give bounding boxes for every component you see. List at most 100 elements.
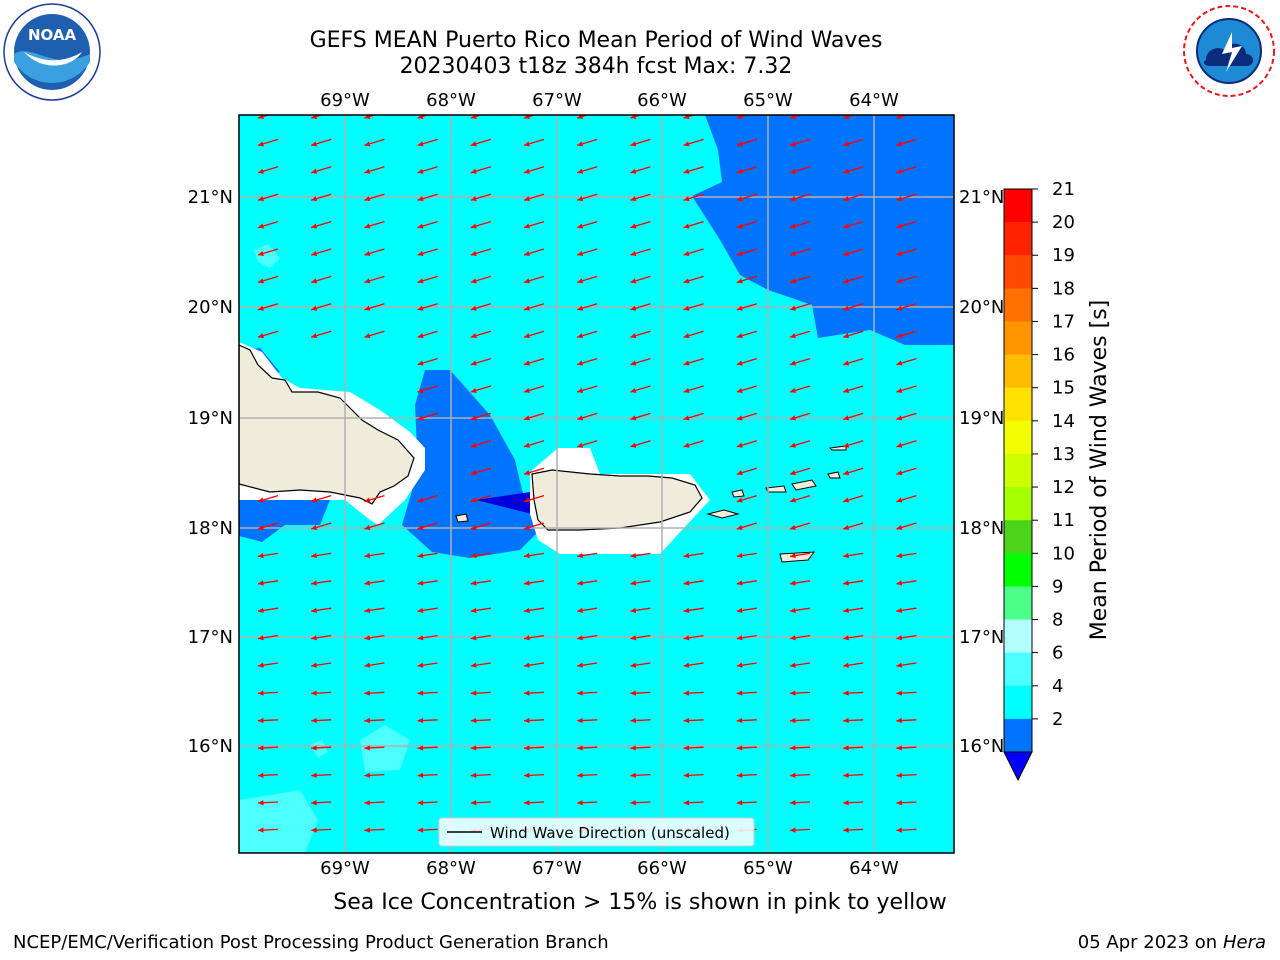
wind-wave-arrowhead bbox=[736, 470, 743, 476]
latitude-tick-label: 19°N bbox=[188, 408, 233, 429]
wind-wave-arrowhead bbox=[896, 827, 902, 833]
wind-wave-arrowhead bbox=[311, 223, 318, 229]
wind-wave-arrowhead bbox=[577, 168, 584, 174]
wind-wave-arrowhead bbox=[311, 635, 317, 641]
wind-wave-arrowhead bbox=[470, 745, 477, 751]
wind-wave-arrowhead bbox=[470, 115, 477, 119]
wind-wave-arrowhead bbox=[790, 690, 796, 696]
colorbar-segment bbox=[1004, 586, 1032, 621]
vieques-island bbox=[706, 509, 740, 519]
wind-wave-arrowhead bbox=[577, 690, 583, 696]
longitude-labels-bottom: 69°W 68°W 67°W 66°W 65°W 64°W bbox=[320, 858, 899, 879]
wind-wave-arrowhead bbox=[683, 800, 690, 806]
wind-wave-arrowhead bbox=[896, 442, 903, 448]
latitude-tick-label: 17°N bbox=[959, 627, 1004, 648]
wind-wave-arrowhead bbox=[577, 278, 584, 284]
wind-wave-arrowhead bbox=[364, 497, 371, 503]
wind-wave-arrowhead bbox=[364, 607, 371, 613]
puerto-rico-island bbox=[531, 469, 703, 531]
wind-wave-arrowhead bbox=[896, 800, 902, 806]
wind-wave-arrowhead bbox=[736, 662, 743, 668]
wind-wave-arrowhead bbox=[470, 524, 477, 530]
wind-wave-arrowhead bbox=[843, 580, 849, 586]
wind-wave-arrowhead bbox=[417, 524, 424, 530]
wind-wave-arrowhead bbox=[311, 115, 318, 119]
wind-wave-arrowhead bbox=[630, 360, 637, 366]
wind-wave-arrowhead bbox=[524, 278, 530, 284]
wind-wave-arrowhead bbox=[896, 305, 903, 311]
wind-wave-arrowhead bbox=[736, 607, 743, 613]
wind-wave-arrowhead bbox=[683, 442, 690, 448]
wind-wave-arrowhead bbox=[311, 278, 318, 284]
wind-wave-arrowhead bbox=[524, 497, 530, 503]
wind-wave-arrowhead bbox=[577, 745, 583, 751]
latitude-tick-label: 21°N bbox=[188, 187, 233, 208]
wind-wave-arrowhead bbox=[311, 196, 318, 202]
footer-date-text: 05 Apr 2023 on bbox=[1077, 932, 1223, 953]
colorbar-segment bbox=[1004, 520, 1032, 554]
wind-wave-arrowhead bbox=[524, 223, 530, 229]
map-area bbox=[239, 115, 954, 853]
wave-period-6-8-patch bbox=[360, 725, 410, 772]
wind-wave-arrowhead bbox=[843, 278, 850, 284]
wind-wave-arrowhead bbox=[417, 115, 424, 119]
wind-wave-arrowhead bbox=[524, 360, 530, 366]
wind-wave-arrowhead bbox=[736, 800, 743, 806]
st-john-island bbox=[791, 479, 817, 491]
latitude-labels-left: 21°N 20°N 19°N 18°N 17°N 16°N bbox=[188, 187, 233, 757]
colorbar-segment bbox=[1004, 222, 1032, 256]
wind-wave-arrowhead bbox=[896, 717, 902, 724]
longitude-tick-label: 66°W bbox=[637, 90, 687, 111]
wind-wave-arrowhead bbox=[364, 168, 371, 174]
wind-wave-arrowhead bbox=[417, 580, 424, 586]
colorbar-segment bbox=[1004, 288, 1032, 322]
wind-wave-arrowhead bbox=[736, 745, 743, 751]
wind-wave-arrowhead bbox=[683, 223, 690, 229]
longitude-tick-label: 66°W bbox=[637, 858, 687, 879]
latitude-tick-label: 20°N bbox=[188, 297, 233, 318]
wind-wave-arrowhead bbox=[364, 305, 371, 311]
wind-wave-arrowhead bbox=[258, 800, 264, 806]
wind-wave-arrowhead bbox=[311, 333, 318, 339]
wind-wave-arrowhead bbox=[790, 360, 796, 366]
wind-wave-arrowhead bbox=[843, 415, 850, 421]
wind-wave-arrowhead bbox=[470, 442, 477, 448]
wind-wave-arrowhead bbox=[417, 250, 424, 256]
chart-title: GEFS MEAN Puerto Rico Mean Period of Win… bbox=[309, 28, 883, 53]
wind-wave-arrowhead bbox=[311, 141, 318, 147]
wind-wave-arrowhead bbox=[417, 800, 424, 806]
wind-wave-arrowhead bbox=[311, 690, 317, 696]
wind-wave-arrowhead bbox=[417, 662, 424, 668]
colorbar-tick-label: 12 bbox=[1052, 477, 1075, 498]
wind-wave-arrowhead bbox=[577, 387, 584, 393]
wind-wave-arrowhead bbox=[470, 607, 477, 613]
wind-wave-arrowhead bbox=[524, 442, 530, 448]
wind-wave-arrowhead bbox=[843, 800, 849, 806]
wind-wave-arrowhead bbox=[790, 305, 796, 311]
colorbar-segment bbox=[1004, 387, 1032, 422]
wind-wave-arrowhead bbox=[843, 772, 849, 778]
wave-period-6-8-patch bbox=[239, 790, 318, 853]
wind-wave-arrowhead bbox=[470, 196, 477, 202]
virgin-gorda-island bbox=[827, 471, 841, 479]
wind-wave-arrowhead bbox=[736, 772, 743, 778]
wind-wave-arrowhead bbox=[630, 196, 637, 202]
wind-wave-arrowhead bbox=[896, 250, 903, 256]
wind-wave-arrowhead bbox=[683, 662, 690, 668]
wind-wave-arrowhead bbox=[364, 690, 370, 696]
longitude-labels-top: 69°W 68°W 67°W 66°W 65°W 64°W bbox=[320, 90, 899, 111]
wind-wave-arrowhead bbox=[258, 168, 264, 174]
wind-wave-arrowhead bbox=[417, 553, 424, 559]
wind-wave-arrowhead bbox=[736, 497, 743, 503]
wind-wave-arrowhead bbox=[470, 387, 477, 393]
latitude-labels-right: 21°N 20°N 19°N 18°N 17°N 16°N bbox=[959, 187, 1004, 757]
wind-wave-arrowhead bbox=[843, 553, 849, 559]
wind-wave-arrowhead bbox=[896, 141, 903, 147]
wind-wave-arrowhead bbox=[896, 387, 903, 393]
wind-wave-arrowhead bbox=[311, 553, 317, 559]
wind-wave-arrowhead bbox=[630, 800, 636, 806]
colorbar-label: Mean Period of Wind Waves [s] bbox=[1087, 300, 1112, 640]
wind-wave-arrowhead bbox=[736, 442, 743, 448]
anegada-island bbox=[828, 445, 847, 451]
wind-wave-arrowhead bbox=[896, 580, 903, 586]
